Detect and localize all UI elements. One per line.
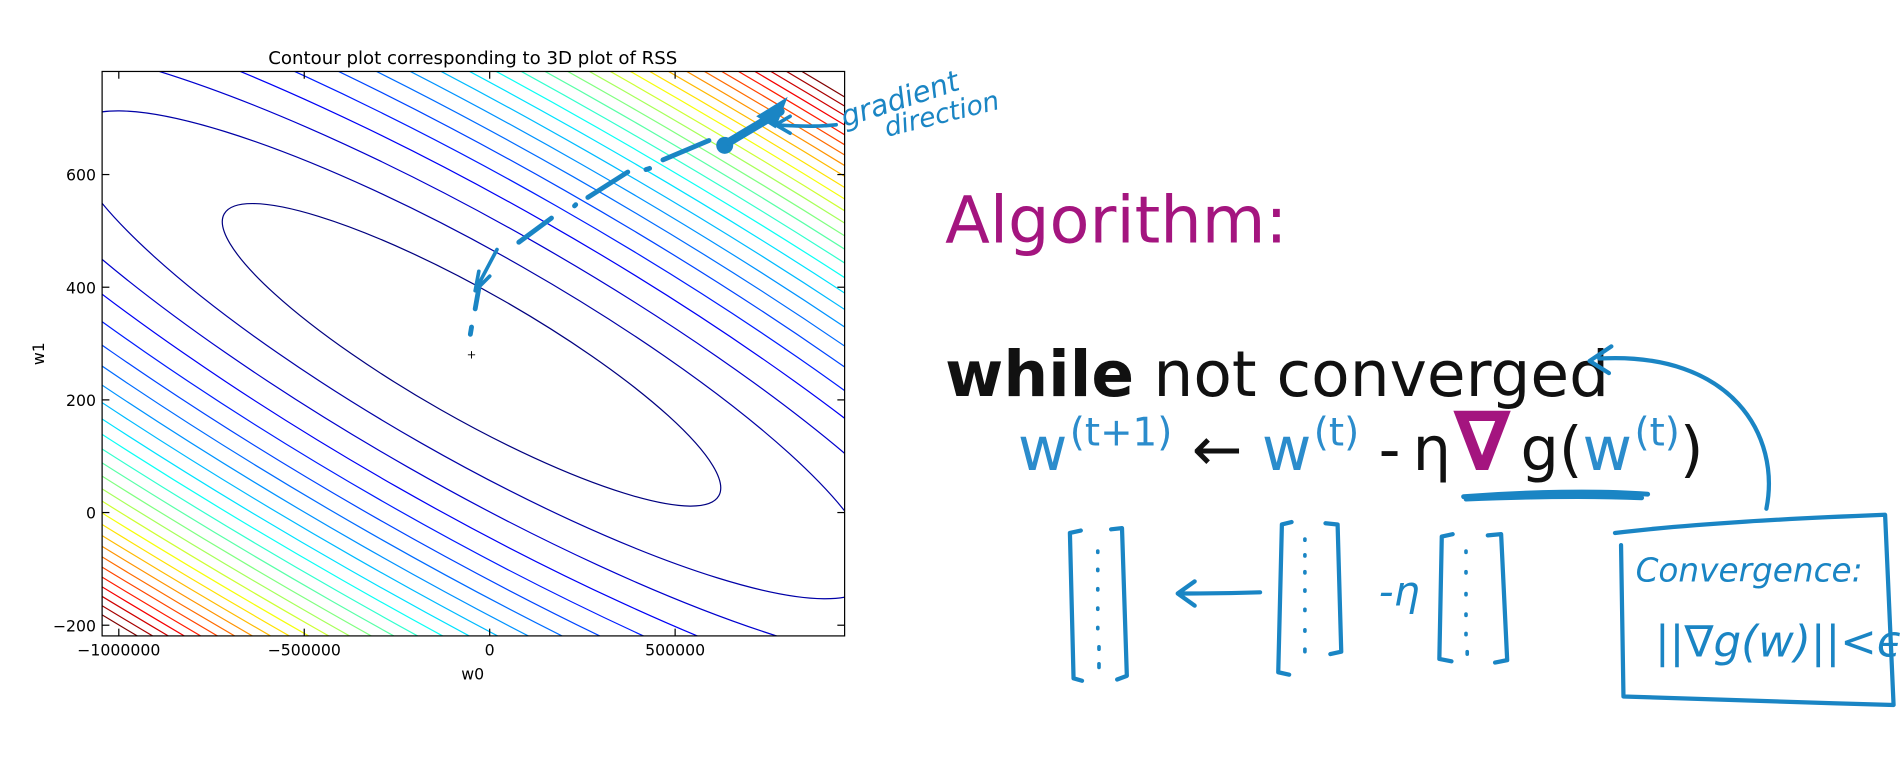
superscript: (t+1): [1070, 411, 1173, 456]
ink-pointer: [773, 114, 838, 136]
superscript: (t): [1314, 411, 1359, 456]
convergence-box: [1612, 512, 1896, 708]
contour-line: [102, 71, 845, 636]
equation-part: ∇: [1453, 395, 1511, 490]
dots: [1464, 549, 1470, 656]
superscript: (t): [1634, 411, 1679, 456]
heading: Algorithm:: [945, 182, 1287, 258]
contour-line: [102, 71, 845, 636]
update-rule: w(t+1) ← w(t) - η∇ g(w(t)): [1018, 395, 1704, 490]
equation-part: ): [1680, 415, 1704, 485]
chart-title: Contour plot corresponding to 3D plot of…: [268, 48, 677, 69]
equation-part: η: [1413, 415, 1451, 485]
gradient-path: [467, 96, 838, 337]
equation-part: ←: [1192, 415, 1243, 485]
convergence-title: Convergence:: [1636, 551, 1863, 589]
equation-part: -: [1379, 415, 1401, 485]
x-tick-label: 0: [485, 640, 495, 659]
contour-line: [102, 71, 845, 636]
condition: not converged: [1153, 338, 1609, 411]
equation-part: w: [1018, 415, 1068, 485]
ink-arrowhead: [756, 96, 788, 129]
contour-line: [102, 71, 845, 636]
contour-line: [102, 110, 845, 600]
equation-part: g(: [1520, 415, 1582, 485]
bracket: [1276, 519, 1344, 677]
y-axis-label: w1: [29, 342, 48, 365]
contour-line: [102, 71, 845, 636]
y-tick-label: 200: [66, 391, 96, 410]
convergence-criterion: ||∇g(w)||<ϵ: [1655, 618, 1900, 668]
contour-line: [102, 71, 845, 636]
contour-line: [102, 71, 845, 636]
y-tick-label: 400: [66, 278, 96, 297]
contour-line: [102, 71, 845, 636]
equation-part: w: [1262, 415, 1312, 485]
y-tick-label: 600: [66, 166, 96, 185]
equation-part: w: [1583, 415, 1633, 485]
dots: [1095, 549, 1101, 670]
ink-arrow: [1587, 344, 1771, 511]
y-tick-label: 0: [86, 504, 96, 523]
bracket: [1067, 525, 1129, 683]
matrix-sketch: [1067, 519, 1510, 683]
ink-arrow: [473, 247, 499, 293]
x-axis-label: w0: [461, 665, 484, 684]
plot-frame: [101, 70, 846, 637]
contour-line: [221, 202, 722, 507]
loop-line: while not converged: [945, 338, 1609, 411]
ink-underline: [1461, 489, 1651, 502]
bracket: [1437, 532, 1510, 665]
contour-line: [102, 71, 845, 636]
contour-line: [102, 71, 845, 636]
step-size: -η: [1379, 568, 1420, 616]
y-tick-label: −200: [53, 616, 96, 635]
minimum-marker: [467, 351, 476, 359]
ink-stroke: [467, 285, 482, 337]
x-tick-label: −500000: [268, 640, 341, 659]
ink-arrow: [1175, 579, 1263, 608]
contour-line: [102, 71, 845, 636]
x-tick-label: 500000: [645, 640, 705, 659]
keyword: while: [945, 338, 1134, 411]
x-tick-label: −1000000: [77, 640, 160, 659]
ink-stroke: [516, 138, 712, 245]
contour-line: [102, 71, 845, 636]
